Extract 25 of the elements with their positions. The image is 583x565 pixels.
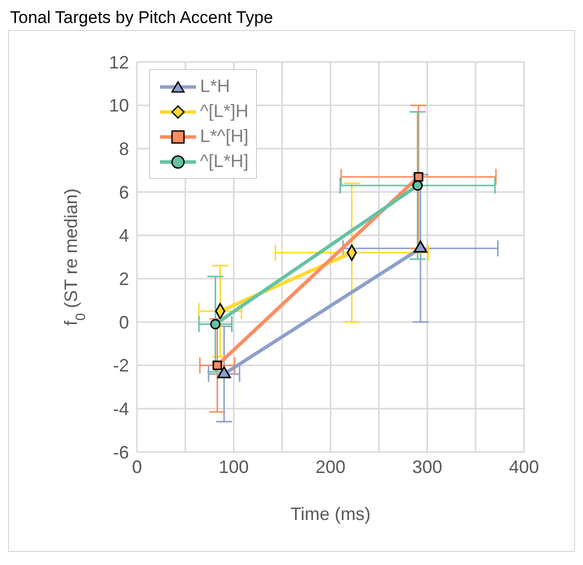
legend-label: ^[L*H] <box>200 151 248 172</box>
y-tick-label: 0 <box>118 312 129 332</box>
point <box>210 318 221 330</box>
y-tick-label: 4 <box>118 226 129 246</box>
y-tick-label: -6 <box>112 442 129 462</box>
chart-title: Tonal Targets by Pitch Accent Type <box>9 8 274 29</box>
x-tick-label: 400 <box>508 456 540 477</box>
x-tick-label: 200 <box>315 456 346 477</box>
x-tick-label: 100 <box>218 456 249 477</box>
y-tick-label: 8 <box>118 139 129 160</box>
x-tick-label: 0 <box>132 456 142 477</box>
legend-label: ^[L*]H <box>200 101 248 122</box>
x-axis-title: Time (ms) <box>290 504 371 524</box>
point <box>412 180 423 191</box>
legend-label: L*H <box>200 76 230 97</box>
point <box>212 360 222 370</box>
point <box>414 172 424 182</box>
y-tick-label: 2 <box>118 269 129 290</box>
legend-label: L*^[H] <box>200 126 248 147</box>
y-tick-label: 12 <box>108 52 129 72</box>
y-tick-label: -2 <box>112 356 129 376</box>
y-tick-label: -4 <box>112 399 129 420</box>
y-tick-label: 10 <box>108 96 129 116</box>
x-tick-label: 300 <box>412 456 442 477</box>
y-tick-label: 6 <box>118 182 129 202</box>
